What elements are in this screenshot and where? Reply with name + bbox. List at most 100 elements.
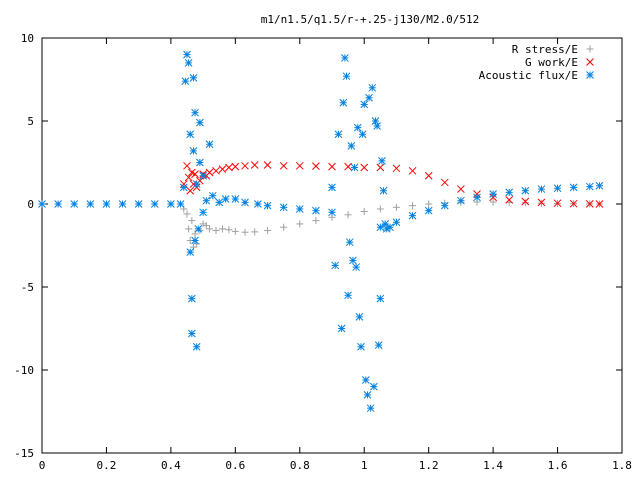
x-tick-label: 1.8 [612,459,632,472]
data-point [280,223,288,231]
data-point [365,93,373,102]
data-point [312,206,320,215]
axes: 0 0.2 0.4 0.6 0.8 1 1.2 1.4 1.6 1.8 -15 -10 -5 0 5 10 [14,32,632,472]
data-point [357,342,365,351]
x-tick: 0 [39,38,46,472]
data-point [264,227,272,235]
data-point [191,170,199,178]
data-point [337,324,346,333]
data-point [241,198,249,207]
data-point [376,294,385,303]
data-point [569,183,578,192]
legend-label: G work/E [525,56,578,69]
data-point [187,329,196,338]
legend-marker [586,45,594,53]
data-point [521,199,529,207]
data-point [376,163,385,172]
data-point [218,165,227,173]
data-point [191,108,199,117]
legend-marker [586,71,594,79]
y-tick-label: -15 [14,447,34,460]
data-point [196,158,204,167]
data-point [378,156,386,165]
y-tick-label: 10 [21,32,34,45]
data-point [183,50,191,59]
data-point [263,201,272,210]
data-point [241,161,249,170]
data-point [344,162,352,171]
series-1 [180,198,603,251]
y-tick: -5 [21,281,622,294]
data-point [312,217,320,225]
data-point [392,164,401,173]
chart-title: m1/n1.5/q1.5/r-+.25-j130/M2.0/512 [261,13,480,26]
y-tick-label: -5 [21,281,34,294]
x-tick-label: 1.2 [419,459,439,472]
data-point [344,291,352,300]
data-point [241,228,249,236]
data-point [374,341,383,349]
data-point [370,382,378,391]
y-tick-label: 5 [27,115,34,128]
data-point [186,186,195,195]
data-point [392,218,401,227]
data-point [202,222,210,230]
data-point [279,161,288,170]
data-point [185,225,193,233]
data-point [150,200,159,208]
data-point [221,195,230,203]
data-point [184,173,193,182]
data-point [353,123,362,132]
x-tick: 0.2 [97,38,116,472]
data-point [553,199,562,208]
data-point [440,201,449,210]
data-point [569,199,578,208]
data-point [218,225,226,233]
data-point [350,163,359,172]
data-point [54,200,62,208]
data-point [205,168,214,177]
data-point [425,200,433,208]
data-point [134,200,143,208]
data-point [521,186,530,195]
data-point [457,196,465,205]
legend-label: R stress/E [512,43,578,56]
data-point [595,200,604,208]
x-tick: 0.8 [290,38,310,472]
x-tick: 1 [361,38,368,472]
plot-frame [41,37,623,454]
y-tick: -10 [14,364,622,377]
x-tick: 0.6 [225,38,245,472]
y-tick-label: -10 [14,364,34,377]
data-point [537,199,545,207]
data-point [473,193,481,202]
data-point [342,72,351,81]
data-point [188,217,196,225]
y-tick: -15 [14,447,622,460]
data-point [344,211,352,219]
data-point [199,171,207,180]
data-point [360,163,369,172]
data-point [585,199,594,208]
x-tick-label: 0.6 [225,459,245,472]
data-point [231,162,240,171]
data-point [537,185,546,193]
data-point [38,200,46,208]
data-point [199,220,207,228]
x-tick-label: 0 [39,459,46,472]
data-point [186,248,195,256]
data-point [537,198,546,207]
data-point [206,225,214,233]
data-point [295,161,304,170]
data-point [181,77,190,86]
y-tick: 5 [27,115,622,128]
data-point [440,178,449,187]
data-point [187,294,196,303]
data-point [328,208,336,217]
data-point [231,195,240,203]
data-point [386,223,394,232]
data-point [231,227,239,235]
x-tick: 0.4 [161,38,181,472]
data-point [189,147,198,155]
